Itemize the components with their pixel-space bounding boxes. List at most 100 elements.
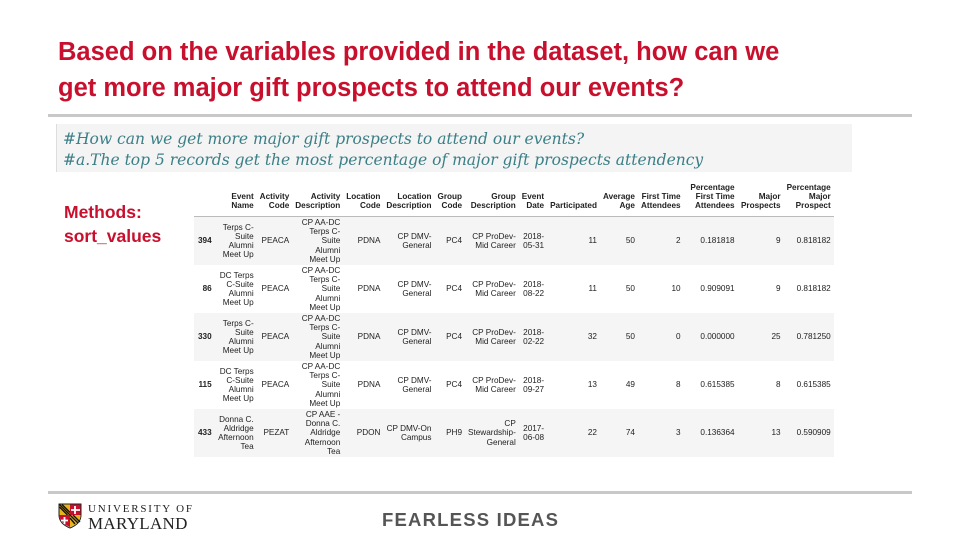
row-index: 433: [198, 428, 212, 438]
column-header: Group Code: [434, 181, 466, 217]
table-cell: CP ProDev-Mid Career: [472, 231, 516, 250]
row-index: 86: [202, 284, 212, 294]
table-cell: 2017-06-08: [523, 423, 545, 443]
code-comment-line: #How can we get more major gift prospect…: [63, 130, 585, 148]
table-cell: PC4: [446, 236, 463, 246]
table-cell: 11: [588, 284, 597, 294]
table-cell: CP DMV-General: [397, 327, 432, 347]
column-header: Activity Description: [292, 181, 344, 217]
logo-text-bottom: MARYLAND: [88, 514, 188, 533]
table-body: 394 Terps C-Suite Alumni Meet Up PEACA CP A…: [194, 216, 834, 458]
table-cell: PH9: [446, 428, 463, 438]
table-row: 115 DC Terps C-Suite Alumni Meet Up PEACA C…: [194, 361, 834, 409]
table-row: 330 Terps C-Suite Alumni Meet Up PEACA CP A…: [194, 313, 834, 362]
table-cell: 2018-08-22: [523, 279, 545, 299]
methods-label: Methods: sort_values: [64, 200, 161, 248]
bottom-divider: [48, 491, 912, 494]
table-cell: DC Terps C-Suite Alumni Meet Up: [219, 270, 254, 308]
table-cell: CP AA-DC Terps C-Suite Alumni Meet Up: [301, 362, 341, 408]
table-cell: 13: [587, 380, 597, 390]
table-cell: CP ProDev-Mid Career: [472, 279, 516, 299]
table-cell: 9: [776, 284, 781, 294]
table-cell: 0.818182: [796, 284, 831, 294]
table-cell: PEZAT: [263, 428, 290, 438]
table-cell: CP DMV-General: [397, 375, 432, 395]
table-cell: 0.000000: [700, 332, 735, 342]
column-header: Percentage Major Prospect: [783, 181, 834, 217]
table-cell: 50: [625, 236, 635, 246]
table-cell: 10: [671, 284, 681, 294]
table-cell: CP ProDev-Mid Career: [472, 375, 516, 395]
slide-title-line: Based on the variables provided in the d…: [58, 38, 780, 66]
column-header: First Time Attendees: [637, 181, 684, 217]
table-cell: 2018-05-31: [523, 231, 545, 250]
table-cell: 2018-02-22: [523, 327, 545, 347]
table-cell: 2: [676, 236, 681, 246]
table-cell: PEACA: [261, 380, 290, 390]
table-cell: CP AA-DC Terps C-Suite Alumni Meet Up: [301, 314, 341, 360]
table-cell: CP ProDev-Mid Career: [472, 327, 516, 347]
table-cell: PDNA: [357, 380, 381, 390]
table-cell: 50: [625, 284, 635, 294]
column-header: Location Description: [383, 181, 435, 217]
table-cell: 74: [625, 428, 635, 438]
table-cell: CP AA-DC Terps C-Suite Alumni Meet Up: [301, 266, 341, 312]
code-comment-line: #a.The top 5 records get the most percen…: [63, 151, 704, 169]
row-index: 330: [198, 332, 212, 342]
table-cell: Terps C-Suite Alumni Meet Up: [222, 318, 254, 356]
methods-value: sort_values: [64, 226, 162, 246]
table-cell: 0.615385: [700, 380, 735, 390]
table-cell: 0.781250: [796, 332, 831, 342]
column-header: Percentage First Time Attendees: [683, 181, 738, 217]
table-cell: 0.181818: [700, 236, 735, 246]
top-divider: [48, 114, 912, 117]
table-cell: 9: [776, 236, 781, 246]
table-cell: PEACA: [261, 284, 290, 294]
table-cell: PEACA: [261, 332, 290, 342]
table-cell: Terps C-Suite Alumni Meet Up: [222, 222, 254, 260]
table-cell: 0.590909: [796, 428, 831, 438]
methods-heading: Methods:: [64, 202, 142, 222]
table-cell: 0.909091: [700, 284, 735, 294]
column-header: Average Age: [599, 181, 638, 217]
index-header: [194, 181, 215, 217]
column-header: Event Date: [518, 181, 548, 217]
row-index: 394: [198, 236, 212, 246]
table-cell: PC4: [446, 380, 463, 390]
table-cell: 8: [676, 380, 681, 390]
table-cell: PC4: [446, 284, 463, 294]
code-cell: #How can we get more major gift prospect…: [56, 124, 852, 172]
column-header: Activity Code: [256, 181, 293, 217]
tagline: FEARLESS IDEAS: [382, 509, 560, 530]
table-cell: 0.818182: [796, 236, 831, 246]
dataframe-table: Event Name Activity Code Activity Descript…: [194, 181, 834, 458]
table-cell: 50: [625, 332, 635, 342]
table-cell: CP Stewardship-General: [468, 419, 516, 447]
row-index: 115: [198, 380, 212, 390]
table-cell: DC Terps C-Suite Alumni Meet Up: [219, 366, 254, 404]
table-cell: PEACA: [261, 236, 290, 246]
table-cell: 0: [676, 332, 681, 342]
table-row: 86 DC Terps C-Suite Alumni Meet Up PEACA CP…: [194, 265, 834, 313]
table-cell: 25: [771, 332, 781, 342]
column-header: Major Prospects: [737, 181, 784, 217]
table-cell: 22: [587, 428, 597, 438]
column-header: Event Name: [214, 181, 257, 217]
table-row: 394 Terps C-Suite Alumni Meet Up PEACA CP A…: [194, 216, 834, 266]
table-cell: PDNA: [357, 332, 381, 342]
table-cell: PC4: [446, 332, 463, 342]
table-cell: 49: [625, 380, 635, 390]
table-cell: CP DMV-On Campus: [386, 423, 432, 443]
column-header: Participated: [547, 181, 600, 217]
table-cell: 11: [588, 236, 597, 246]
table-cell: PDNA: [357, 236, 381, 246]
table-cell: CP DMV-General: [397, 279, 432, 299]
column-header: Group Description: [465, 181, 519, 217]
table-cell: CP AAE - Donna C. Aldridge Afternoon Tea: [304, 410, 341, 456]
table-cell: PDNA: [357, 284, 381, 294]
table-row: 433 Donna C. Aldridge Afternoon Tea PEZAT C…: [194, 409, 834, 458]
slide-title-line: get more major gift prospects to attend …: [58, 74, 685, 102]
table-cell: 0.136364: [700, 428, 735, 438]
maryland-shield-icon: [58, 503, 82, 529]
table-cell: Donna C. Aldridge Afternoon Tea: [218, 414, 254, 452]
